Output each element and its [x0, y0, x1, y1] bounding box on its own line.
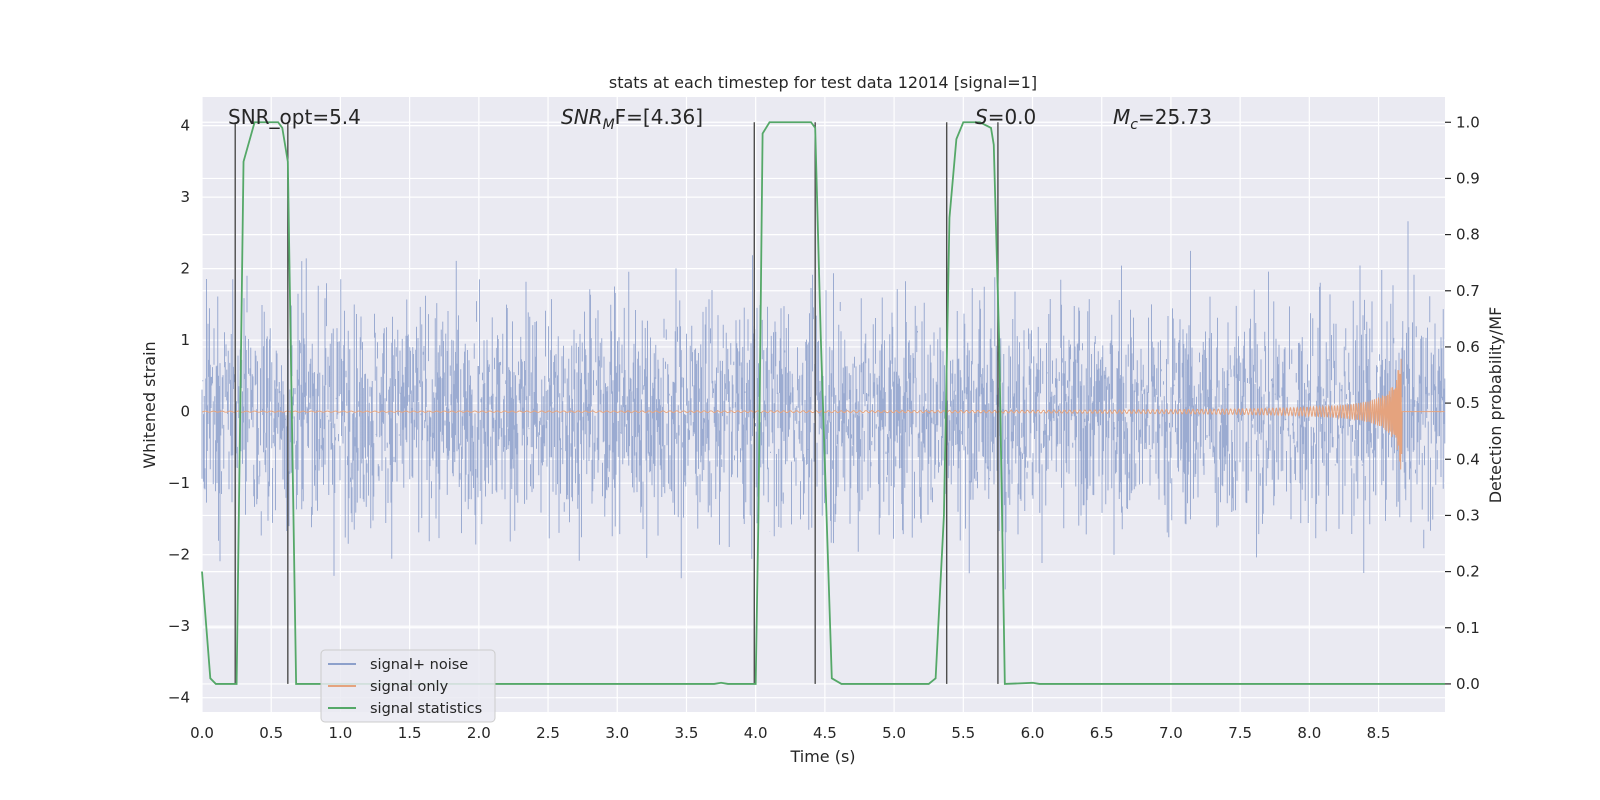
y-left-axis-label: Whitened strain: [140, 341, 159, 468]
x-tick-label: 5.5: [951, 724, 975, 742]
legend-box: [320, 649, 496, 723]
legend: signal+ noise signal only signal statist…: [320, 649, 496, 723]
annotation-snr-opt: SNR_opt=5.4: [228, 105, 361, 129]
y-left-axis-ticks: −4 −3 −2 −1 0 1 2 3 4: [168, 117, 190, 707]
y-right-axis-label: Detection probability/MF: [1486, 307, 1505, 504]
y-right-tick-label: 0.8: [1456, 226, 1480, 244]
x-tick-label: 7.5: [1228, 724, 1252, 742]
x-tick-label: 6.5: [1090, 724, 1114, 742]
y-right-tick-label: 0.7: [1456, 282, 1480, 300]
y-left-tick-label: −4: [168, 689, 190, 707]
y-left-tick-label: 4: [180, 117, 190, 135]
y-left-tick-label: 3: [180, 188, 190, 206]
y-left-tick-label: 2: [180, 260, 190, 278]
x-tick-label: 0.5: [259, 724, 283, 742]
x-tick-label: 6.0: [1021, 724, 1045, 742]
annotation-mc: Mc=25.73: [1113, 105, 1212, 133]
annotation-s: S=0.0: [975, 105, 1036, 129]
legend-label-noise: signal+ noise: [370, 657, 468, 673]
y-left-tick-label: −1: [168, 474, 190, 492]
x-tick-label: 8.5: [1367, 724, 1391, 742]
x-axis-label: Time (s): [789, 747, 855, 766]
y-left-tick-label: −2: [168, 546, 190, 564]
x-tick-label: 1.0: [328, 724, 352, 742]
x-tick-label: 2.0: [467, 724, 491, 742]
x-tick-label: 0.0: [190, 724, 214, 742]
y-right-tick-label: 0.9: [1456, 169, 1480, 187]
x-tick-label: 8.0: [1297, 724, 1321, 742]
y-left-tick-label: 0: [180, 403, 190, 421]
annotation-snr-mf: SNRMF=[4.36]: [561, 105, 703, 133]
signal-statistics-series: [201, 121, 1445, 685]
signal-statistics-trace: [201, 121, 1445, 685]
y-right-axis-ticks: 0.0 0.1 0.2 0.3 0.4 0.5 0.6 0.7 0.8 0.9 1.0: [1445, 113, 1480, 693]
y-right-tick-label: 0.6: [1456, 338, 1480, 356]
chart-title: stats at each timestep for test data 120…: [609, 73, 1037, 92]
y-left-tick-label: 1: [180, 331, 190, 349]
x-tick-label: 2.5: [536, 724, 560, 742]
y-right-tick-label: 0.4: [1456, 450, 1480, 468]
y-right-tick-label: 0.5: [1456, 394, 1480, 412]
y-right-tick-label: 1.0: [1456, 113, 1480, 131]
x-tick-label: 3.0: [605, 724, 629, 742]
x-tick-label: 7.0: [1159, 724, 1183, 742]
x-tick-label: 1.5: [398, 724, 422, 742]
y-left-tick-label: −3: [168, 617, 190, 635]
y-right-tick-label: 0.0: [1456, 675, 1480, 693]
legend-label-signal: signal only: [370, 679, 449, 695]
x-tick-label: 5.0: [882, 724, 906, 742]
y-right-tick-label: 0.3: [1456, 506, 1480, 524]
y-right-tick-label: 0.2: [1456, 563, 1480, 581]
x-tick-label: 4.0: [744, 724, 768, 742]
x-tick-label: 4.5: [813, 724, 837, 742]
x-axis-ticks: 0.0 0.5 1.0 1.5 2.0 2.5 3.0 3.5 4.0 4.5 5.0 5.5 6.0 6…: [190, 724, 1390, 742]
x-tick-label: 3.5: [675, 724, 699, 742]
legend-label-stats: signal statistics: [370, 701, 482, 717]
y-right-tick-label: 0.1: [1456, 619, 1480, 637]
